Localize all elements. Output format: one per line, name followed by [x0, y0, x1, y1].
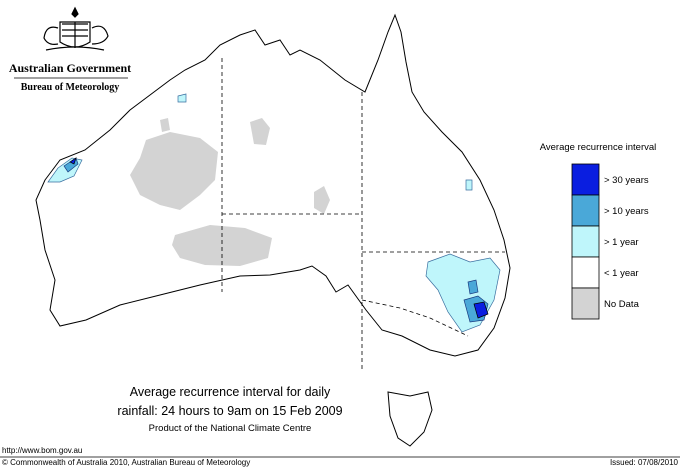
rain-area — [467, 279, 479, 295]
state-border — [361, 299, 469, 337]
no-data-area — [130, 132, 218, 210]
rain-area — [69, 157, 77, 165]
footer-copyright: © Commonwealth of Australia 2010, Austra… — [2, 458, 250, 467]
no-data-area — [172, 225, 272, 266]
legend-label: < 1 year — [604, 268, 639, 279]
rain-area — [465, 179, 473, 191]
legend-title: Average recurrence interval — [540, 142, 657, 153]
government-name: Australian Government — [9, 61, 131, 75]
footer-issued: Issued: 07/08/2010 — [610, 458, 679, 467]
caption-line: rainfall: 24 hours to 9am on 15 Feb 2009 — [117, 404, 342, 418]
caption-credit: Product of the National Climate Centre — [149, 423, 312, 434]
tasmania — [387, 391, 433, 447]
legend-swatch — [571, 194, 600, 227]
mainland — [35, 13, 511, 357]
legend-label: No Data — [604, 299, 640, 310]
no-data-area — [314, 186, 330, 214]
no-data-area — [250, 118, 270, 145]
legend-label: > 10 years — [604, 206, 649, 217]
legend-swatch — [571, 163, 600, 196]
footer-url: http://www.bom.gov.au — [2, 446, 82, 455]
rain-area — [177, 93, 187, 103]
caption-line: Average recurrence interval for daily — [130, 385, 331, 399]
australia-map — [35, 13, 511, 447]
legend-label: > 1 year — [604, 237, 639, 248]
bureau-name: Bureau of Meteorology — [21, 82, 120, 93]
legend-label: > 30 years — [604, 175, 649, 186]
legend-swatch — [571, 287, 600, 320]
rain-area — [473, 301, 489, 319]
coat-of-arms — [43, 6, 109, 51]
legend-swatch — [571, 225, 600, 258]
legend: > 30 years > 10 years > 1 year < 1 year No D… — [571, 163, 649, 320]
legend-swatch — [571, 256, 600, 289]
no-data-area — [160, 118, 170, 132]
